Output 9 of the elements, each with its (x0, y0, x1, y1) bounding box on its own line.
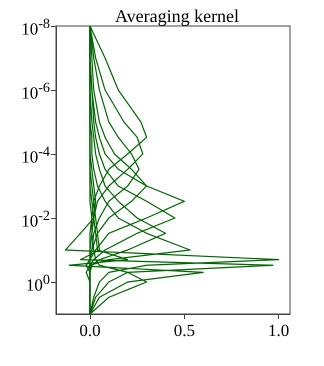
y-tick-label: 10$^{-4}$ (21, 143, 50, 168)
chart-title: Averaging kernel (114, 6, 240, 26)
y-tick-label: 10$^{-6}$ (21, 79, 50, 104)
y-tick-label: 10$^{-2}$ (21, 207, 50, 232)
x-tick-label: 0.0 (79, 321, 101, 340)
x-tick-label: 0.5 (174, 321, 195, 340)
y-tick-label: 10$^{-8}$ (21, 15, 50, 40)
y-tick-label: 10$^{0}$ (26, 271, 50, 296)
x-tick-label: 1.0 (268, 321, 290, 340)
